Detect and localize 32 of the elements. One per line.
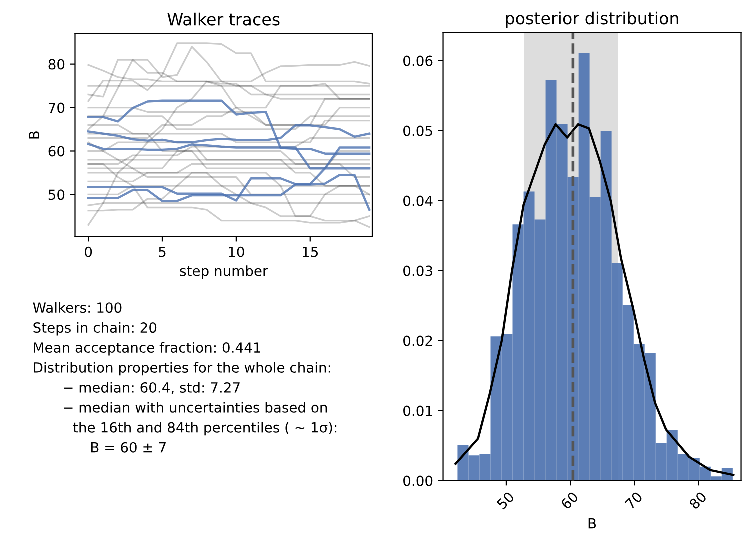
y-tick-label: 0.06 <box>404 56 433 66</box>
x-tick-label: 15 <box>303 247 318 258</box>
y-tick-label: 60 <box>48 146 65 157</box>
text: Distribution properties for the whole chain: <box>34 362 330 376</box>
x-axis-title: B <box>588 518 596 529</box>
text: Mean acceptance fraction: 0.441 <box>34 342 260 356</box>
x-tick-label: 5 <box>159 247 166 258</box>
text: the 16th and 84th percentiles ( ∼ 1σ): <box>73 422 337 436</box>
x-tick-label: 10 <box>229 246 244 258</box>
x-tick-label: 60 <box>560 491 580 510</box>
y-tick-label: 0.05 <box>404 126 432 136</box>
text: − median: 60.4, std: 7.27 <box>64 382 240 394</box>
y-tick-label: 0.00 <box>404 476 433 486</box>
y-axis-title: B <box>29 132 40 139</box>
x-tick-label: 80 <box>688 491 708 510</box>
x-tick-label: 0 <box>85 246 92 258</box>
x-axis-title: step number <box>180 266 268 280</box>
y-tick-label: 0.04 <box>404 196 433 206</box>
y-tick-label: 0.03 <box>404 266 432 276</box>
x-tick-label: 70 <box>624 491 644 510</box>
x-tick-label: 50 <box>496 491 515 510</box>
text: Steps in chain: 20 <box>34 322 157 336</box>
y-tick-label: 0.01 <box>404 406 432 416</box>
text: − median with uncertainties based on <box>64 402 328 413</box>
chart-title: posterior distribution <box>506 12 678 28</box>
y-tick-label: 80 <box>48 59 65 70</box>
text: Walkers: 100 <box>33 302 122 314</box>
y-tick-label: 0.02 <box>404 336 432 346</box>
chart-title: Walker traces <box>168 12 280 26</box>
y-tick-label: 70 <box>48 102 65 114</box>
y-tick-label: 50 <box>48 190 65 200</box>
text: B = 60 ± 7 <box>92 442 166 453</box>
